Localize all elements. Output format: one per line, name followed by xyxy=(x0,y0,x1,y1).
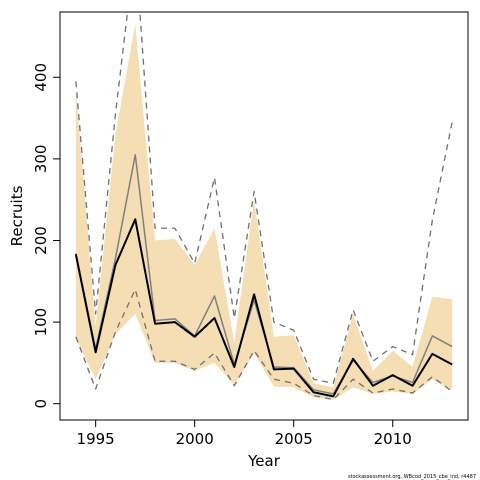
upper-bound-line xyxy=(75,12,453,384)
x-axis: 1995 2000 2005 2010 xyxy=(77,420,412,448)
y-axis-label: Recruits xyxy=(8,185,26,246)
series-layer xyxy=(74,12,453,401)
x-tick-label: 1995 xyxy=(77,430,115,448)
y-tick-label: 100 xyxy=(32,308,50,337)
credit-text: stockassessment.org, WBcod_2015_cbe_ind,… xyxy=(348,474,476,480)
y-tick-label: 200 xyxy=(32,226,50,255)
estimate-line xyxy=(74,218,453,398)
confidence-band xyxy=(75,24,453,400)
y-axis: 0 100 200 300 400 xyxy=(32,63,60,408)
x-tick-label: 2000 xyxy=(176,430,214,448)
y-tick-label: 400 xyxy=(32,63,50,92)
plot-frame xyxy=(59,11,469,421)
x-axis-label: Year xyxy=(247,452,281,470)
y-tick-label: 0 xyxy=(32,399,50,409)
x-tick-label: 2010 xyxy=(374,430,412,448)
x-tick-label: 2005 xyxy=(275,430,313,448)
lower-bound-line xyxy=(75,288,453,401)
confidence-band-layer xyxy=(75,24,453,400)
y-tick-label: 300 xyxy=(32,145,50,174)
